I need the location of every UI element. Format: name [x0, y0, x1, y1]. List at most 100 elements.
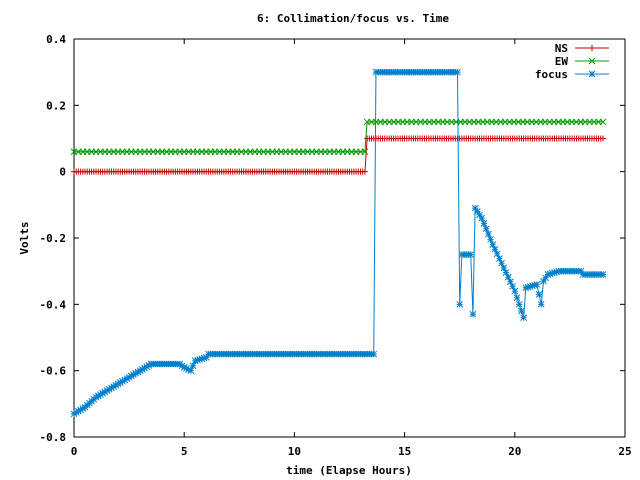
y-tick-label-2: -0.4 [40, 298, 67, 311]
data-point-focus-22 [119, 377, 126, 385]
legend-marker-NS [589, 45, 595, 51]
data-point-focus-204 [520, 314, 527, 321]
x-axis-ticks: 0 5 10 15 20 25 [71, 39, 632, 458]
data-point-focus-197 [504, 273, 512, 281]
data-point-focus-15 [103, 387, 111, 394]
x-tick-label-2: 10 [288, 445, 301, 458]
data-point-focus-29 [134, 368, 142, 376]
data-point-focus-200 [511, 287, 519, 295]
series-markers-NS [71, 135, 606, 175]
data-point-focus-50 [180, 363, 188, 371]
data-point-focus-190 [489, 241, 497, 248]
legend-marker-focus [588, 70, 596, 78]
data-point-focus-53 [187, 367, 195, 375]
data-point-focus-185 [478, 214, 486, 222]
data-point-NS-132 [361, 168, 368, 175]
data-point-focus-17 [108, 384, 115, 392]
data-point-focus-18 [110, 383, 118, 390]
data-point-focus-51 [183, 365, 190, 372]
data-point-focus-23 [121, 376, 129, 384]
series-markers-focus [70, 68, 607, 418]
data-point-focus-0 [70, 410, 78, 418]
legend-label-EW: EW [555, 55, 569, 68]
data-point-focus-52 [185, 366, 192, 373]
data-point-focus-208 [529, 282, 536, 290]
data-point-focus-33 [143, 363, 151, 371]
data-point-focus-20 [114, 380, 122, 388]
data-point-focus-27 [130, 371, 137, 379]
data-point-focus-21 [116, 379, 124, 386]
data-point-focus-174 [454, 68, 461, 76]
data-point-focus-19 [112, 381, 120, 389]
y-tick-label-0: -0.8 [40, 431, 67, 444]
data-point-focus-24 [123, 375, 131, 382]
series-focus [70, 68, 607, 418]
y-tick-label-3: -0.2 [40, 232, 67, 245]
data-point-focus-203 [518, 307, 525, 315]
x-tick-label-4: 20 [508, 445, 521, 458]
data-point-focus-60 [202, 354, 210, 361]
series-line-NS [74, 138, 603, 173]
series-EW [70, 118, 607, 156]
series-markers-EW [70, 118, 607, 156]
legend-marker-EW [588, 57, 596, 65]
data-point-EW-66 [361, 148, 369, 156]
data-point-focus-214 [542, 274, 550, 282]
data-point-focus-212 [537, 300, 545, 308]
data-point-focus-211 [535, 291, 543, 298]
data-point-focus-199 [509, 283, 516, 290]
data-point-focus-1 [72, 409, 80, 416]
data-point-focus-230 [577, 267, 585, 275]
data-point-focus-218 [551, 269, 558, 276]
data-point-focus-182 [471, 204, 479, 212]
data-point-focus-55 [191, 357, 199, 365]
y-tick-label-6: 0.4 [46, 33, 66, 46]
data-point-focus-196 [502, 269, 510, 276]
data-point-focus-198 [507, 278, 514, 286]
data-point-focus-201 [513, 294, 521, 302]
data-point-focus-195 [500, 264, 508, 272]
data-point-focus-207 [526, 283, 534, 290]
data-point-focus-181 [469, 310, 477, 318]
data-point-focus-219 [553, 268, 561, 276]
data-point-focus-54 [189, 362, 197, 370]
data-point-focus-202 [515, 300, 523, 308]
data-point-focus-188 [484, 230, 492, 238]
chart-title: 6: Collimation/focus vs. Time [257, 12, 449, 25]
y-tick-label-4: 0 [59, 166, 66, 179]
data-point-focus-3 [77, 406, 84, 414]
data-point-focus-56 [194, 356, 201, 364]
data-point-focus-136 [370, 350, 378, 358]
plot-frame [73, 38, 626, 438]
data-point-focus-217 [548, 269, 556, 277]
x-axis-label: time (Elapse Hours) [286, 464, 412, 477]
x-tick-label-0: 0 [71, 445, 78, 458]
data-point-focus-32 [141, 364, 148, 372]
data-point-focus-210 [533, 281, 541, 288]
y-tick-label-5: 0.2 [46, 99, 66, 112]
data-point-focus-180 [467, 251, 475, 258]
legend-label-NS: NS [555, 42, 568, 55]
data-point-focus-31 [138, 365, 146, 373]
legend-label-focus: focus [535, 68, 568, 81]
series-layer [70, 68, 607, 418]
data-point-focus-213 [540, 277, 547, 285]
x-tick-label-5: 25 [618, 445, 631, 458]
data-point-focus-12 [97, 391, 104, 398]
data-point-focus-216 [546, 270, 554, 278]
data-point-focus-192 [493, 250, 501, 258]
data-point-EW-120 [599, 118, 607, 126]
data-point-focus-13 [99, 389, 107, 397]
data-point-focus-183 [473, 208, 481, 215]
data-point-focus-30 [136, 367, 144, 375]
data-point-focus-215 [544, 271, 552, 278]
data-point-focus-189 [487, 235, 494, 243]
x-tick-label-3: 15 [398, 445, 411, 458]
data-point-focus-57 [196, 356, 203, 363]
data-point-focus-187 [482, 225, 490, 233]
data-point-focus-186 [480, 220, 488, 227]
data-point-focus-206 [524, 283, 532, 291]
data-point-focus-16 [105, 385, 113, 393]
y-axis-label: Volts [18, 221, 31, 254]
data-point-focus-59 [200, 354, 208, 362]
